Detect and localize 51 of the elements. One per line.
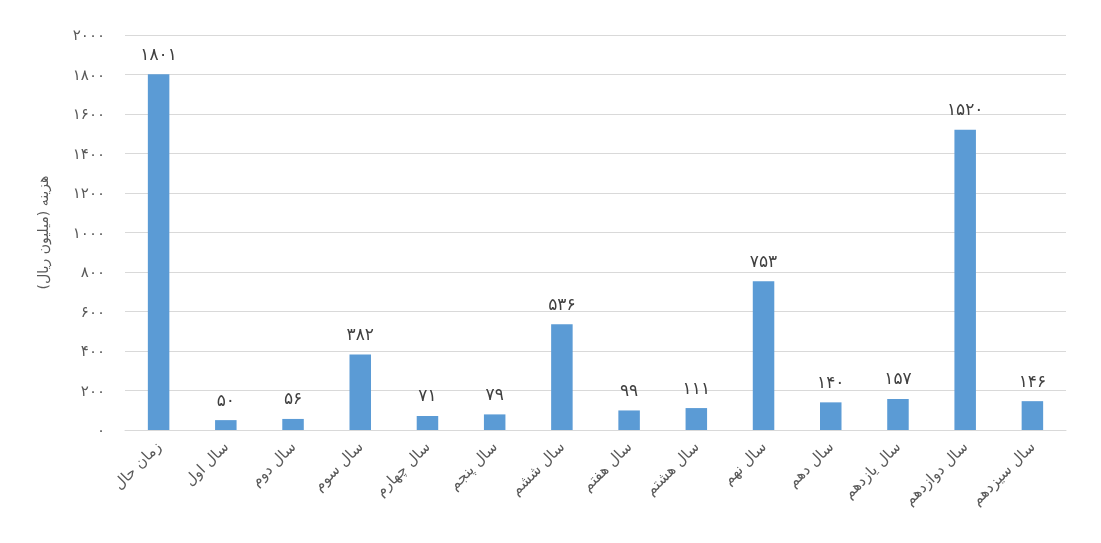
data-label: ۱۱۱ — [682, 377, 711, 398]
x-tick-label: سال دهم — [783, 437, 838, 491]
y-tick-label: ۴۰۰ — [80, 342, 105, 360]
bar — [215, 420, 237, 430]
bar — [618, 410, 640, 430]
bar — [887, 398, 909, 430]
bar — [349, 354, 371, 430]
y-tick-label: ۶۰۰ — [80, 302, 105, 321]
x-tick-label: سال هشتم — [641, 437, 703, 499]
data-label: ۱۸۰۱ — [140, 43, 177, 64]
data-label: ۱۵۲۰ — [946, 99, 984, 120]
data-label: ۱۴۶ — [1018, 370, 1047, 391]
bar — [282, 418, 304, 430]
x-tick-label: سال هفتم — [578, 437, 636, 495]
x-tick-label: سال ششم — [506, 437, 569, 499]
data-label: ۵۰ — [216, 389, 235, 410]
y-tick-label: ۲۰۰۰ — [72, 26, 105, 44]
data-label: ۳۸۲ — [346, 324, 374, 345]
bar — [752, 281, 775, 430]
y-tick-label: ۱۰۰۰ — [72, 223, 105, 242]
y-tick-label: ۱۸۰۰ — [72, 65, 105, 84]
bar — [954, 129, 976, 430]
data-label: ۷۱ — [418, 385, 437, 406]
data-label: ۱۴۰ — [817, 371, 845, 392]
data-label: ۹۹ — [619, 379, 639, 400]
y-tick-label: ۰ — [96, 421, 105, 439]
data-label: ۷۹ — [485, 383, 504, 404]
x-tick-label: سال پنجم — [445, 437, 502, 495]
x-tick-label: سال دوم — [247, 437, 300, 490]
data-label: ۵۳۶ — [548, 293, 576, 314]
x-tick-label: سال نهم — [719, 437, 770, 489]
y-tick-label: ۱۶۰۰ — [72, 105, 105, 123]
x-tick-label: سال سوم — [309, 437, 367, 495]
bar — [1021, 401, 1044, 430]
bar — [483, 414, 506, 430]
y-tick-label: ۸۰۰ — [80, 263, 105, 281]
data-label: ۱۵۷ — [884, 368, 912, 389]
bar — [820, 402, 842, 430]
y-tick-label: ۲۰۰ — [80, 381, 105, 400]
bar — [416, 415, 439, 430]
bar — [551, 324, 573, 430]
x-tick-label: زمان حال — [109, 437, 165, 494]
y-axis-title: هزینه (میلیون ریال) — [35, 175, 52, 290]
data-label: ۷۵۳ — [749, 250, 778, 271]
x-tick-label: سال چهارم — [371, 437, 434, 500]
bar — [685, 408, 708, 430]
y-tick-label: ۱۲۰۰ — [72, 184, 105, 202]
bar — [147, 74, 170, 430]
x-tick-label: سال اول — [180, 437, 233, 490]
data-label: ۵۶ — [283, 388, 303, 409]
y-tick-label: ۱۴۰۰ — [72, 144, 105, 163]
